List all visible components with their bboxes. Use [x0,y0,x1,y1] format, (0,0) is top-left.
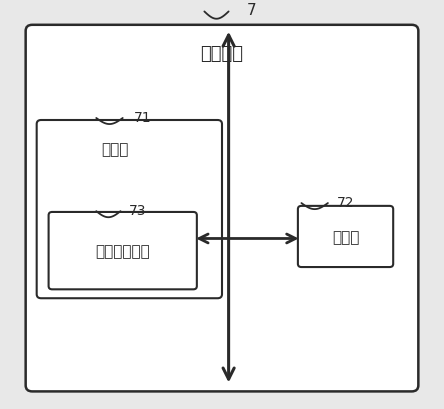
Text: 73: 73 [129,203,147,218]
Text: 71: 71 [134,110,151,124]
FancyBboxPatch shape [48,212,197,290]
FancyBboxPatch shape [26,26,418,391]
Text: 72: 72 [337,196,354,209]
FancyBboxPatch shape [298,207,393,267]
FancyBboxPatch shape [37,121,222,299]
Text: 处理器: 处理器 [102,142,129,157]
Text: 电子设备: 电子设备 [201,45,243,63]
Text: 7: 7 [246,3,256,18]
Text: 效能调优装置: 效能调优装置 [95,243,150,258]
Text: 存储器: 存储器 [332,229,359,244]
